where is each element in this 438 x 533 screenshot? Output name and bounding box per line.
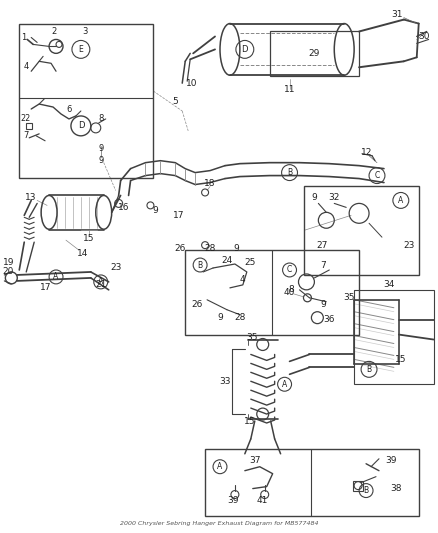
Text: 20: 20: [3, 268, 14, 277]
Bar: [205, 449, 419, 516]
Text: C: C: [287, 265, 292, 274]
Text: 17: 17: [40, 284, 52, 293]
Text: 29: 29: [309, 49, 320, 58]
Text: 17: 17: [173, 211, 184, 220]
Text: 2000 Chrysler Sebring Hanger Exhaust Diagram for MB577484: 2000 Chrysler Sebring Hanger Exhaust Dia…: [120, 521, 318, 527]
Text: B: B: [198, 261, 203, 270]
Text: 2: 2: [51, 27, 57, 36]
Bar: [354, 290, 434, 384]
Text: 36: 36: [324, 315, 335, 324]
Text: 8: 8: [98, 115, 103, 124]
Text: 25: 25: [244, 257, 255, 266]
Text: 27: 27: [317, 240, 328, 249]
Text: B: B: [367, 365, 371, 374]
Text: 9: 9: [233, 244, 239, 253]
Text: 9: 9: [311, 193, 317, 202]
Text: 35: 35: [246, 333, 258, 342]
Text: 21: 21: [95, 280, 106, 289]
Text: 24: 24: [221, 255, 233, 264]
Text: A: A: [98, 277, 103, 286]
Text: C: C: [374, 171, 380, 180]
Text: 23: 23: [403, 240, 414, 249]
Bar: [19, 23, 153, 177]
Text: 39: 39: [385, 456, 397, 465]
Text: D: D: [78, 122, 84, 131]
Text: 26: 26: [175, 244, 186, 253]
Text: 23: 23: [110, 263, 121, 272]
Text: B: B: [287, 168, 292, 177]
Text: 13: 13: [25, 193, 37, 202]
Text: 28: 28: [234, 313, 246, 322]
Text: 6: 6: [66, 104, 72, 114]
Text: 11: 11: [284, 85, 295, 94]
Text: A: A: [217, 462, 223, 471]
Text: 30: 30: [418, 32, 429, 41]
Text: 22: 22: [20, 115, 30, 124]
Text: 38: 38: [390, 484, 402, 493]
Text: 41: 41: [257, 496, 268, 505]
Text: 4: 4: [240, 276, 246, 285]
Text: A: A: [53, 272, 59, 281]
Text: 19: 19: [3, 257, 14, 266]
Text: 1: 1: [21, 33, 26, 42]
Text: 9: 9: [98, 156, 103, 165]
Text: 5: 5: [173, 96, 178, 106]
Bar: [185, 250, 359, 335]
Text: E: E: [78, 45, 83, 54]
Text: 31: 31: [391, 10, 403, 19]
Text: 12: 12: [361, 148, 373, 157]
Text: 10: 10: [187, 79, 198, 87]
Text: 15: 15: [395, 355, 406, 364]
Text: 9: 9: [217, 313, 223, 322]
Text: 8: 8: [289, 285, 294, 294]
Text: 28: 28: [205, 244, 216, 253]
Bar: [26, 123, 32, 129]
Text: 9: 9: [152, 206, 158, 215]
Text: 16: 16: [118, 203, 129, 212]
Text: 26: 26: [191, 300, 203, 309]
Text: 9: 9: [321, 300, 326, 309]
Text: 3: 3: [82, 27, 88, 36]
Text: 15: 15: [83, 233, 95, 243]
Text: 7: 7: [321, 261, 326, 270]
Text: 14: 14: [77, 248, 88, 257]
Text: 18: 18: [204, 179, 216, 188]
Text: 39: 39: [227, 496, 239, 505]
Bar: [304, 185, 419, 275]
Bar: [270, 31, 359, 76]
Bar: [353, 481, 363, 490]
Text: 32: 32: [328, 193, 340, 202]
Text: 9: 9: [98, 144, 103, 154]
Text: 4: 4: [24, 62, 29, 71]
Text: 15: 15: [244, 416, 255, 425]
Text: D: D: [242, 45, 248, 54]
Text: A: A: [282, 379, 287, 389]
Text: 34: 34: [383, 280, 395, 289]
Text: 35: 35: [343, 293, 355, 302]
Text: 37: 37: [249, 456, 261, 465]
Text: 7: 7: [24, 131, 29, 140]
Text: B: B: [364, 486, 369, 495]
Text: A: A: [398, 196, 403, 205]
Text: 33: 33: [219, 377, 231, 386]
Text: 40: 40: [284, 288, 295, 297]
